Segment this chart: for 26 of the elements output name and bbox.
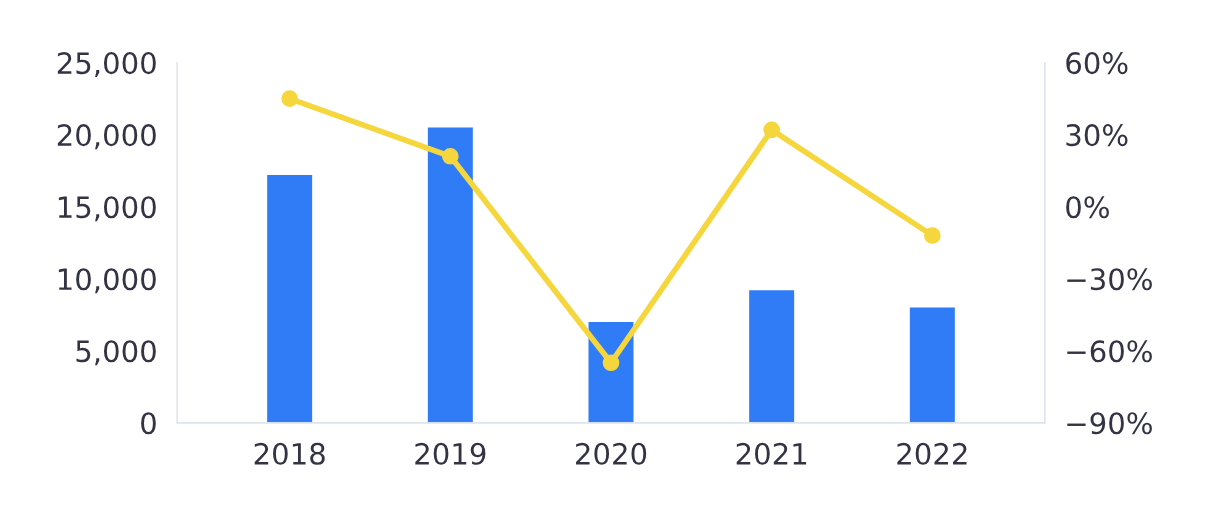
- bar: [909, 307, 955, 423]
- point: [602, 354, 620, 372]
- x-tick-label: 2019: [415, 442, 486, 465]
- y-tick-label: 25,000: [57, 52, 156, 78]
- x-tick-label: 2022: [897, 442, 967, 465]
- y-tick-label: 10,000: [58, 268, 156, 294]
- y-tick-label: 20,000: [57, 124, 156, 150]
- y2-tick-label: 0%: [1066, 196, 1109, 219]
- point: [763, 121, 781, 139]
- y2-tick-label: −60%: [1067, 340, 1152, 363]
- y2-tick-label: −90%: [1067, 412, 1152, 435]
- point: [924, 227, 941, 244]
- point: [441, 147, 459, 165]
- x-tick-label: 2018: [254, 442, 325, 465]
- bar: [427, 127, 473, 423]
- point: [281, 90, 298, 107]
- y-tick-label: 5,000: [76, 340, 156, 366]
- bar: [749, 290, 795, 423]
- y2-tick-label: −30%: [1067, 268, 1152, 291]
- bar: [267, 175, 313, 423]
- y2-tick-label: 30%: [1066, 124, 1128, 147]
- y2-tick-label: 60%: [1066, 52, 1128, 75]
- y-tick-label: 0: [141, 412, 156, 435]
- x-tick-label: 2021: [736, 442, 807, 465]
- x-tick-label: 2020: [576, 442, 647, 465]
- y-tick-label: 15,000: [58, 196, 156, 222]
